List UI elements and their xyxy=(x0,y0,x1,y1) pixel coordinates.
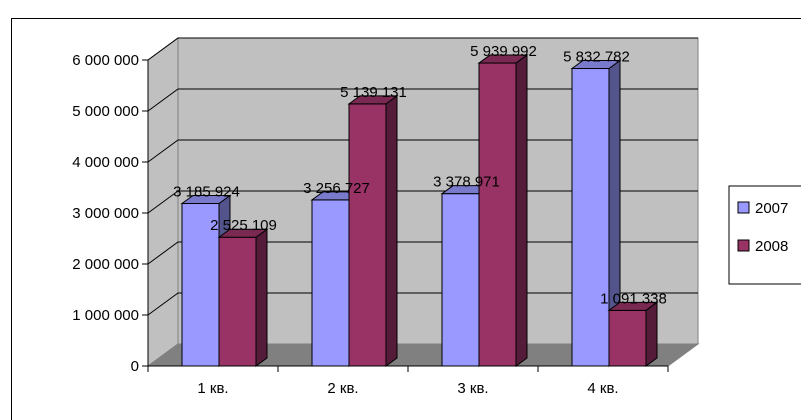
bar xyxy=(347,94,399,367)
bars xyxy=(180,54,659,367)
bar-front xyxy=(348,103,387,367)
bar-front xyxy=(478,62,517,367)
bar xyxy=(217,228,269,367)
data-label: 1 091 338 xyxy=(600,290,667,307)
legend-label: 2008 xyxy=(755,238,788,255)
data-label: 3 185 924 xyxy=(173,184,240,201)
legend: 2007 2008 xyxy=(728,185,801,285)
bar xyxy=(477,54,529,367)
y-tick-label: 4 000 000 xyxy=(72,154,139,171)
x-tick-label: 2 кв. xyxy=(327,380,358,397)
data-label: 3 378 971 xyxy=(433,174,500,191)
data-label: 3 256 727 xyxy=(303,180,370,197)
data-label: 5 832 782 xyxy=(563,49,630,66)
bar-top xyxy=(607,301,659,311)
bar-side xyxy=(385,94,398,367)
bar-top xyxy=(347,95,399,105)
legend-label: 2007 xyxy=(755,200,788,217)
bar-front xyxy=(441,193,480,367)
bar-front xyxy=(571,68,610,367)
bar-side xyxy=(515,54,528,367)
bar-side xyxy=(255,228,268,367)
y-tick-label: 5 000 000 xyxy=(72,103,139,120)
bar-top xyxy=(180,195,232,205)
data-labels: 3 185 924 2 525 109 3 256 727 5 139 131 3 37… xyxy=(173,43,667,307)
bar-top xyxy=(217,228,269,238)
data-label: 5 139 131 xyxy=(340,84,407,101)
y-tick-label: 1 000 000 xyxy=(72,307,139,324)
x-tick-label: 3 кв. xyxy=(457,380,488,397)
y-tick-label: 2 000 000 xyxy=(72,256,139,273)
bar xyxy=(570,59,622,367)
bar-front xyxy=(608,309,647,367)
data-label: 5 939 992 xyxy=(470,43,537,60)
bar-side xyxy=(645,301,658,367)
bar xyxy=(607,301,659,367)
x-tick-label: 4 кв. xyxy=(587,380,618,397)
bar-top xyxy=(477,54,529,64)
legend-swatch xyxy=(737,201,750,214)
gridline xyxy=(147,37,698,61)
bar-top xyxy=(570,60,622,70)
y-tick-label: 0 xyxy=(131,358,139,375)
chart-frame xyxy=(11,18,801,420)
axes: 0 1 000 000 2 000 000 3 000 000 4 000 000 5 0… xyxy=(72,52,669,397)
y-tick-label: 3 000 000 xyxy=(72,205,139,222)
x-tick-label: 1 кв. xyxy=(197,380,228,397)
legend-swatch xyxy=(737,239,750,252)
data-label: 2 525 109 xyxy=(210,217,277,234)
y-tick-label: 6 000 000 xyxy=(72,52,139,69)
bar-front xyxy=(181,203,220,367)
bar-front xyxy=(218,236,257,367)
bar-front xyxy=(311,199,350,367)
